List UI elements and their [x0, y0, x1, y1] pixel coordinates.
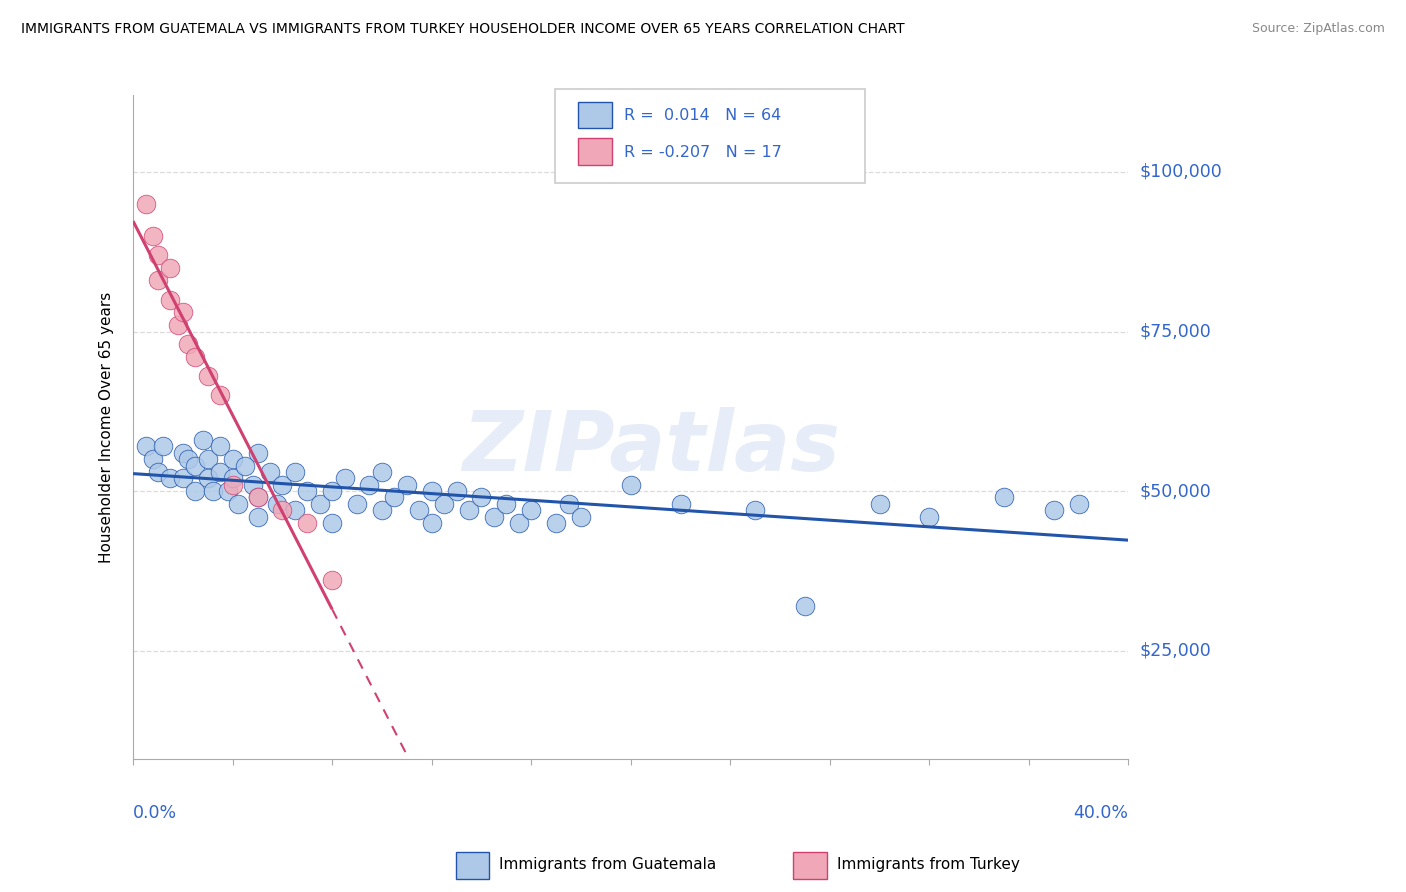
- Point: [371, 465, 394, 479]
- Point: [284, 503, 307, 517]
- Point: [482, 509, 505, 524]
- Point: [177, 452, 200, 467]
- Point: [359, 477, 381, 491]
- Point: [371, 503, 394, 517]
- Point: [546, 516, 568, 530]
- Point: [382, 491, 405, 505]
- Text: 0.0%: 0.0%: [134, 804, 177, 822]
- Point: [209, 465, 232, 479]
- Point: [146, 248, 169, 262]
- Point: [167, 318, 190, 332]
- Point: [159, 293, 181, 307]
- Point: [246, 509, 269, 524]
- Point: [159, 471, 181, 485]
- Point: [172, 305, 194, 319]
- Point: [321, 516, 343, 530]
- Point: [297, 516, 319, 530]
- Point: [191, 433, 214, 447]
- Point: [197, 369, 219, 384]
- Point: [1042, 503, 1064, 517]
- Point: [669, 497, 692, 511]
- Point: [197, 452, 219, 467]
- Point: [321, 574, 343, 588]
- Point: [233, 458, 256, 473]
- Point: [271, 477, 294, 491]
- Point: [297, 484, 319, 499]
- Point: [321, 484, 343, 499]
- Point: [557, 497, 579, 511]
- Point: [308, 497, 330, 511]
- Text: $100,000: $100,000: [1139, 163, 1222, 181]
- Point: [142, 228, 165, 243]
- Point: [520, 503, 543, 517]
- Point: [217, 484, 239, 499]
- Point: [146, 273, 169, 287]
- Point: [209, 439, 232, 453]
- Point: [433, 497, 456, 511]
- Point: [420, 484, 443, 499]
- Point: [242, 477, 264, 491]
- Text: Source: ZipAtlas.com: Source: ZipAtlas.com: [1251, 22, 1385, 36]
- Point: [993, 491, 1015, 505]
- Text: 40.0%: 40.0%: [1073, 804, 1129, 822]
- Point: [569, 509, 592, 524]
- Point: [177, 337, 200, 351]
- Point: [184, 350, 207, 364]
- Point: [744, 503, 766, 517]
- Text: Immigrants from Turkey: Immigrants from Turkey: [837, 857, 1019, 871]
- Point: [246, 491, 269, 505]
- Point: [146, 465, 169, 479]
- Text: $25,000: $25,000: [1139, 641, 1212, 660]
- Point: [221, 477, 243, 491]
- Point: [184, 458, 207, 473]
- Point: [226, 497, 249, 511]
- Text: Immigrants from Guatemala: Immigrants from Guatemala: [499, 857, 717, 871]
- Point: [470, 491, 492, 505]
- Y-axis label: Householder Income Over 65 years: Householder Income Over 65 years: [100, 292, 114, 563]
- Point: [197, 471, 219, 485]
- Point: [408, 503, 430, 517]
- Point: [172, 446, 194, 460]
- Point: [508, 516, 530, 530]
- Point: [246, 446, 269, 460]
- Text: R =  0.014   N = 64: R = 0.014 N = 64: [624, 109, 782, 123]
- Point: [246, 491, 269, 505]
- Point: [395, 477, 418, 491]
- Point: [446, 484, 468, 499]
- Text: $50,000: $50,000: [1139, 482, 1212, 500]
- Point: [620, 477, 643, 491]
- Point: [221, 452, 243, 467]
- Point: [346, 497, 368, 511]
- Point: [172, 471, 194, 485]
- Text: $75,000: $75,000: [1139, 323, 1212, 341]
- Text: IMMIGRANTS FROM GUATEMALA VS IMMIGRANTS FROM TURKEY HOUSEHOLDER INCOME OVER 65 Y: IMMIGRANTS FROM GUATEMALA VS IMMIGRANTS …: [21, 22, 904, 37]
- Point: [420, 516, 443, 530]
- Point: [209, 388, 232, 402]
- Point: [1067, 497, 1090, 511]
- Point: [259, 465, 281, 479]
- Point: [271, 503, 294, 517]
- Point: [794, 599, 817, 613]
- Point: [184, 484, 207, 499]
- Point: [135, 439, 157, 453]
- Point: [918, 509, 941, 524]
- Point: [159, 260, 181, 275]
- Text: ZIPatlas: ZIPatlas: [461, 407, 839, 488]
- Point: [152, 439, 174, 453]
- Point: [495, 497, 517, 511]
- Text: R = -0.207   N = 17: R = -0.207 N = 17: [624, 145, 782, 160]
- Point: [458, 503, 481, 517]
- Point: [135, 196, 157, 211]
- Point: [333, 471, 356, 485]
- Point: [142, 452, 165, 467]
- Point: [869, 497, 891, 511]
- Point: [284, 465, 307, 479]
- Point: [201, 484, 224, 499]
- Point: [221, 471, 243, 485]
- Point: [266, 497, 288, 511]
